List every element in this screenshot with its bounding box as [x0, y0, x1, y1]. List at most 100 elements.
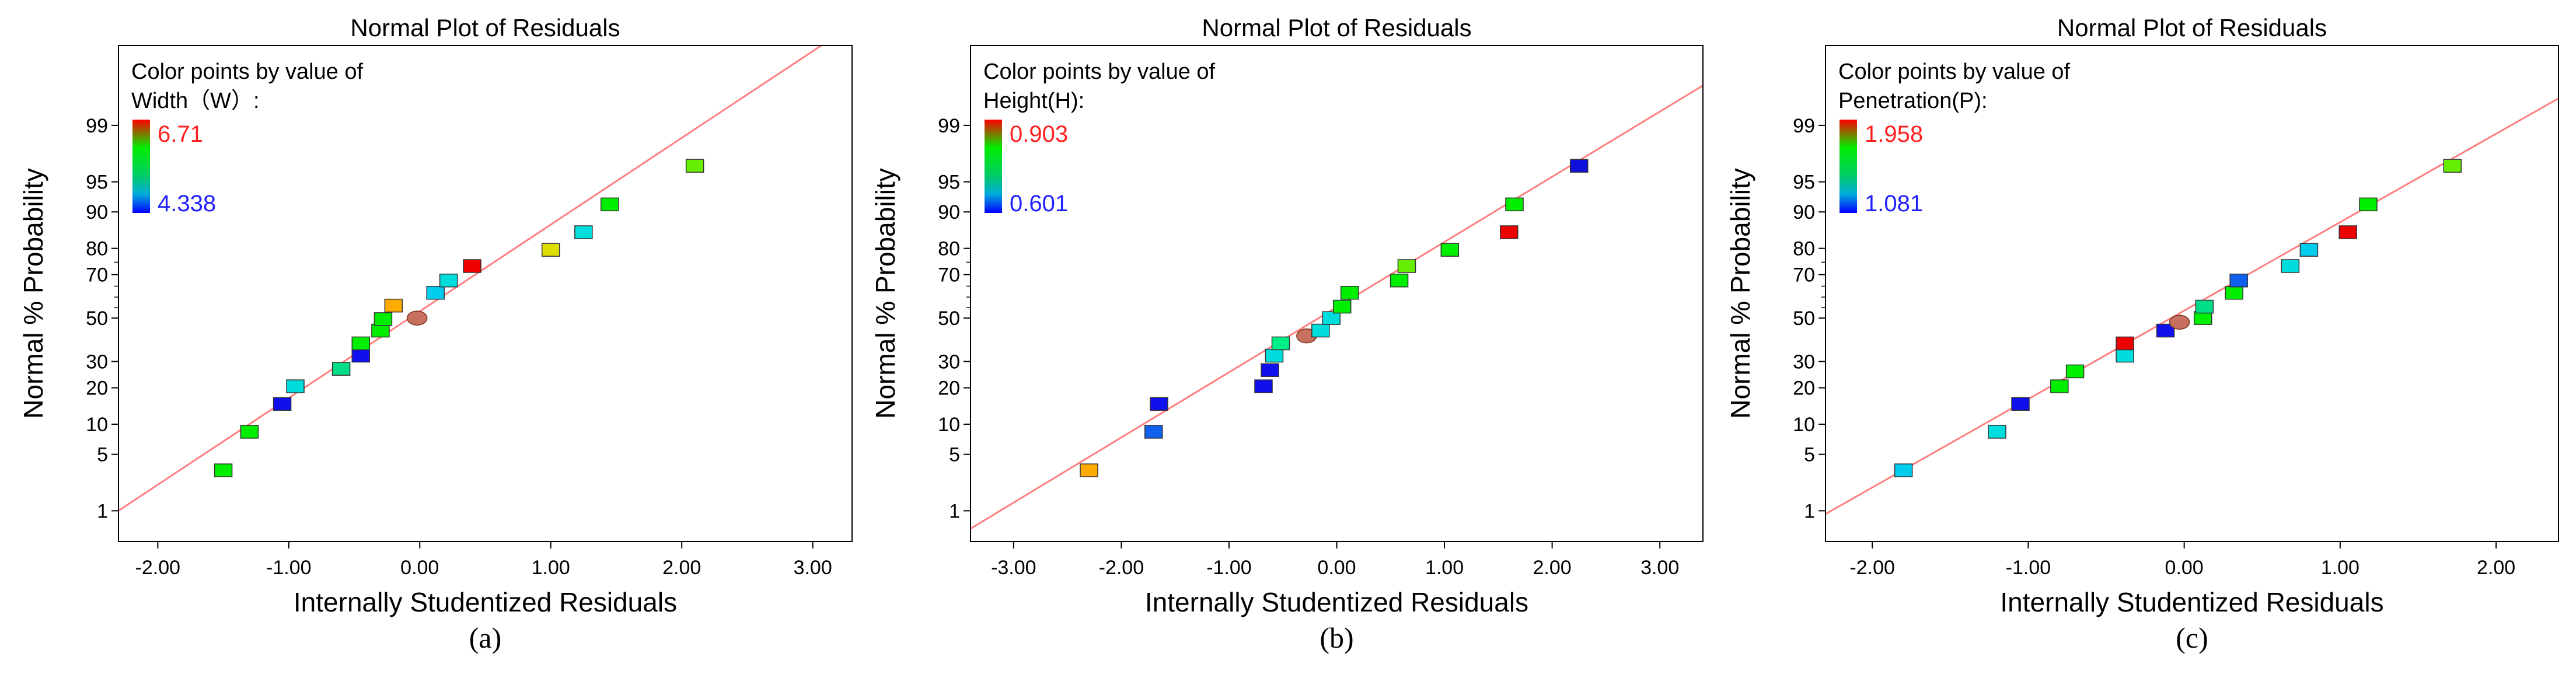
center-point [2169, 314, 2190, 330]
y-tick-label: 90 [938, 201, 960, 223]
plot-frame [118, 45, 853, 542]
residual-point [2299, 243, 2319, 257]
residual-point [1150, 397, 1168, 411]
y-tick-label: 99 [86, 115, 108, 137]
legend-color-bar [985, 120, 1002, 213]
residual-point [1311, 323, 1330, 338]
y-tick-label: 30 [86, 351, 108, 373]
x-tick-label: -1.00 [2006, 557, 2051, 579]
residual-point [1397, 259, 1416, 273]
residual-point [1271, 336, 1290, 351]
y-tick-label: 90 [1793, 201, 1815, 223]
residual-point [2065, 364, 2085, 379]
panel-caption: (b) [1320, 621, 1353, 654]
chart-panel: Normal Plot of Residuals 1 5 10 20 30 50 70 80 90… [870, 14, 1704, 654]
fit-line [1825, 97, 2558, 515]
x-tick-label: 1.00 [1425, 557, 1464, 579]
legend-variable: Height(H): [983, 89, 1084, 113]
residual-point [685, 159, 704, 173]
residual-point [2116, 348, 2134, 363]
legend-title: Color points by value of [1838, 60, 2071, 84]
y-tick-label: 1 [97, 500, 108, 522]
y-tick-label: 99 [1793, 115, 1815, 137]
x-tick-label: 3.00 [794, 557, 832, 579]
residual-point [240, 425, 259, 439]
residual-point [1254, 379, 1273, 393]
x-tick-label: -2.00 [1849, 557, 1895, 579]
y-tick-label: 80 [938, 238, 960, 260]
y-tick-label: 80 [1793, 238, 1815, 260]
center-point [407, 310, 428, 326]
y-tick-label: 20 [938, 378, 960, 400]
y-tick-label: 50 [1793, 307, 1815, 330]
x-tick-label: 2.00 [662, 557, 701, 579]
legend-high-value: 0.903 [1010, 121, 1068, 147]
y-axis-label: Normal % Probability [18, 168, 48, 418]
residual-point [1322, 311, 1341, 325]
chart-title: Normal Plot of Residuals [2057, 14, 2327, 41]
y-tick-label: 70 [938, 264, 960, 286]
y-tick-label: 10 [1793, 414, 1815, 436]
residual-point [1390, 273, 1409, 288]
legend-low-value: 4.338 [158, 191, 216, 216]
residual-point [426, 286, 445, 300]
y-tick-label: 95 [1793, 172, 1815, 194]
residual-point [1080, 463, 1098, 477]
residual-point [600, 197, 619, 212]
residual-point [2359, 197, 2378, 212]
legend-title: Color points by value of [983, 60, 1216, 84]
residual-point [2156, 323, 2175, 338]
y-tick-label: 20 [86, 378, 108, 400]
y-tick-label: 5 [1804, 444, 1815, 466]
residual-point [2338, 225, 2357, 239]
residual-point [371, 323, 390, 338]
residual-point [2225, 286, 2243, 300]
residual-point [214, 463, 233, 477]
x-axis-label: Internally Studentized Residuals [2000, 587, 2383, 617]
residual-point [2229, 273, 2248, 288]
residual-point [384, 298, 403, 313]
panel-caption: (a) [469, 621, 502, 654]
residual-point [1570, 159, 1589, 173]
residual-point [1988, 425, 2006, 439]
x-tick-label: 1.00 [532, 557, 570, 579]
residual-point [574, 225, 593, 239]
residual-point [1505, 197, 1524, 212]
residual-point [351, 348, 371, 363]
residual-point [541, 243, 560, 257]
residual-point [273, 397, 292, 411]
y-tick-label: 70 [1793, 264, 1815, 286]
residual-point [1440, 243, 1460, 257]
y-tick-label: 80 [86, 238, 108, 260]
legend-title: Color points by value of [131, 60, 364, 84]
x-tick-label: 0.00 [1317, 557, 1356, 579]
residual-point [286, 379, 305, 393]
panel-caption: (c) [2176, 621, 2208, 654]
legend-variable: Width（W）: [131, 89, 260, 113]
x-tick-label: 0.00 [2165, 557, 2204, 579]
residual-point [2195, 299, 2214, 314]
y-tick-label: 70 [86, 264, 108, 286]
x-tick-label: -2.00 [135, 557, 181, 579]
y-tick-label: 5 [97, 444, 108, 466]
x-tick-label: 2.00 [1533, 557, 1572, 579]
y-tick-label: 1 [1804, 500, 1815, 522]
chart-panel: Normal Plot of Residuals 1 5 10 20 30 50 70 80 90… [18, 14, 853, 654]
x-tick-label: -1.00 [266, 557, 312, 579]
residual-point [2281, 259, 2300, 273]
x-tick-label: -3.00 [991, 557, 1036, 579]
y-tick-label: 5 [949, 444, 960, 466]
y-tick-label: 30 [938, 351, 960, 373]
legend-high-value: 6.71 [158, 121, 203, 147]
x-tick-label: -1.00 [1206, 557, 1252, 579]
y-tick-label: 1 [949, 500, 960, 522]
x-tick-label: 0.00 [400, 557, 439, 579]
legend-low-value: 0.601 [1010, 191, 1068, 216]
x-axis-label: Internally Studentized Residuals [294, 587, 677, 617]
legend-variable: Penetration(P): [1838, 89, 1988, 113]
y-tick-label: 90 [86, 201, 108, 223]
chart-title: Normal Plot of Residuals [1202, 14, 1471, 41]
residual-point [1340, 286, 1359, 300]
residual-point [2443, 159, 2462, 173]
